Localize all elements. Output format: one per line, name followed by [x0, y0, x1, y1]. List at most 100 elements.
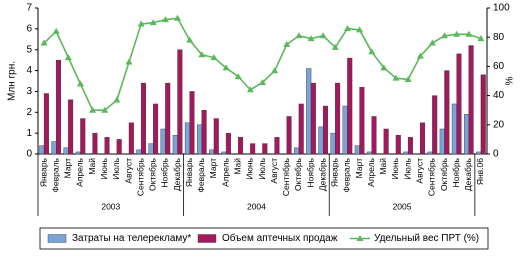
line-marker	[283, 41, 291, 47]
y-tick-label: 3	[26, 86, 32, 97]
bar	[197, 124, 203, 155]
line-marker	[356, 26, 364, 33]
line-marker	[343, 24, 351, 31]
x-tick-label: Январь	[184, 157, 194, 187]
bar	[451, 103, 457, 155]
bar	[456, 53, 462, 155]
x-tick-label: Декабрь	[317, 157, 327, 191]
bar	[371, 116, 377, 155]
line-marker	[76, 80, 84, 87]
y2-tick-label: 100	[493, 3, 510, 14]
bar	[165, 82, 171, 155]
year-label: 2003	[101, 201, 120, 211]
x-tick-label: Февраль	[342, 157, 352, 192]
bar	[330, 132, 336, 155]
x-tick-label: Июль	[402, 157, 412, 179]
x-tick-label: Март	[63, 158, 73, 178]
line-marker	[428, 39, 436, 46]
bar	[306, 68, 312, 155]
y-tick-label: 0	[26, 149, 32, 160]
bar	[310, 82, 316, 155]
bar	[444, 70, 450, 155]
line-marker	[477, 35, 485, 42]
bar	[286, 116, 292, 155]
year-label: 2004	[247, 201, 266, 211]
x-tick-label: Апрель	[366, 157, 376, 186]
x-tick-label: Ноябрь	[305, 157, 315, 187]
line-marker	[307, 35, 315, 42]
line-marker	[295, 32, 303, 39]
x-tick-label: Август	[269, 158, 279, 184]
bar	[468, 45, 474, 155]
x-tick-label: Декабрь	[463, 157, 473, 191]
bar	[476, 151, 482, 155]
bar	[201, 109, 207, 155]
y-tick-label: 6	[26, 23, 32, 34]
line-marker	[234, 73, 242, 80]
bar	[153, 103, 159, 155]
x-tick-label: Октябрь	[293, 157, 303, 191]
line-marker	[113, 96, 121, 103]
bar	[274, 137, 280, 155]
y-tick-label: 5	[26, 44, 32, 55]
bar	[347, 57, 353, 155]
bar	[116, 139, 122, 155]
x-tick-label: Ноябрь	[451, 157, 461, 187]
x-tick-label: Октябрь	[439, 157, 449, 191]
line-marker	[210, 54, 218, 61]
line-marker	[101, 106, 109, 113]
bar	[63, 147, 69, 155]
bar	[68, 99, 74, 155]
line-marker	[52, 27, 60, 34]
line-marker	[331, 43, 339, 50]
line-marker	[246, 86, 254, 93]
bar	[262, 143, 268, 155]
legend-swatch	[356, 235, 364, 241]
line-marker	[392, 74, 400, 81]
line-marker	[198, 51, 206, 58]
bar	[250, 143, 256, 155]
x-tick-label: Апрель	[75, 157, 85, 186]
x-tick-label: Май	[87, 158, 97, 175]
line-marker	[416, 52, 424, 59]
y-tick-label: 1	[26, 128, 32, 139]
bar	[225, 132, 231, 155]
line-marker	[222, 64, 230, 71]
y-tick-label: 4	[26, 65, 32, 76]
x-tick-label: Сентябрь	[281, 157, 291, 196]
bar	[407, 137, 413, 155]
line-marker	[125, 58, 133, 65]
bar	[104, 137, 110, 155]
x-tick-label: Апрель	[220, 157, 230, 186]
line-marker	[319, 32, 327, 39]
bar	[335, 82, 341, 155]
bar	[238, 137, 244, 155]
y-tick-label: 7	[26, 3, 32, 14]
bar	[140, 82, 146, 155]
bar	[366, 151, 372, 155]
bar	[395, 135, 401, 155]
x-tick-label: Июнь	[245, 157, 255, 179]
bar	[403, 151, 409, 155]
line-marker	[380, 64, 388, 71]
line-marker	[368, 48, 376, 55]
bar	[184, 122, 190, 155]
y-axis-title: Млн грн.	[7, 61, 18, 101]
bar	[160, 128, 166, 155]
line	[43, 17, 482, 111]
line-marker	[186, 36, 194, 43]
line-marker	[174, 14, 182, 21]
legend-swatch	[197, 234, 217, 243]
legend-box	[39, 227, 489, 250]
bar	[136, 149, 142, 155]
x-tick-label: Февраль	[196, 157, 206, 192]
bar	[318, 126, 324, 155]
bar	[177, 49, 183, 155]
y2-tick-label: 20	[493, 119, 505, 130]
legend-label: Удельный вес ПРТ (%)	[374, 233, 479, 244]
x-tick-label: Май	[378, 158, 388, 175]
y2-tick-label: 40	[493, 90, 505, 101]
x-tick-label: Май	[232, 158, 242, 175]
line-marker	[404, 76, 412, 83]
